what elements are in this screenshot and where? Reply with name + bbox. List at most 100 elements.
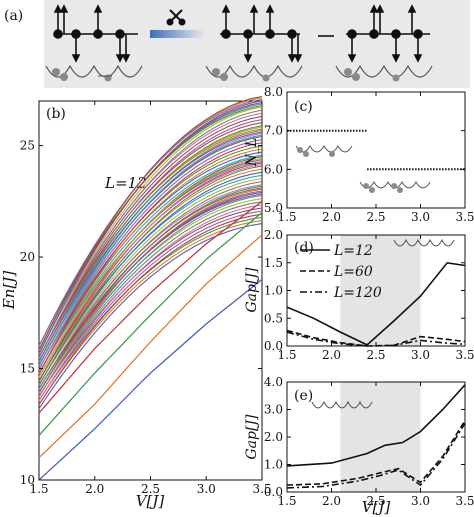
panel-b-chart: (b) L=12 En[J] V[J] 1.5 2.0 2.5 3.0 3.510152… — [0, 95, 272, 510]
x-tick-label: 3.5 — [252, 482, 271, 496]
energy-level-line — [38, 115, 263, 359]
x-tick-label: 2.0 — [85, 482, 104, 496]
panel-d-ylabel: Gap[J] — [244, 267, 260, 313]
x-tick-label: 2.5 — [366, 494, 385, 508]
x-tick-label: 3.5 — [455, 494, 474, 508]
y-tick-label: 25 — [20, 139, 35, 153]
panel-a: (a) — [4, 0, 470, 88]
panel-c-chart: (c) N_L 1.5 2.0 2.5 3.0 3.5 5.0 6.0 7.0 8.0 — [244, 85, 474, 224]
legend-label: L=12 — [333, 243, 373, 259]
energy-level-line — [38, 109, 263, 359]
x-tick-label: 3.0 — [411, 210, 430, 224]
gap-curve-l-12 — [286, 261, 466, 346]
legend-label: L=120 — [333, 285, 382, 301]
panel-d-chart: (d) Gap[J] L=12 L=60 L=120 1.5 2.0 2.5 3.0 3.5… — [244, 228, 474, 362]
x-tick-label: 1.5 — [277, 494, 296, 508]
energy-level-line — [38, 160, 263, 374]
energy-level-line — [38, 106, 263, 355]
energy-level-line — [38, 165, 263, 386]
x-tick-label: 2.5 — [141, 482, 160, 496]
energy-level-line — [38, 125, 263, 363]
lowest-energy-line — [38, 212, 263, 436]
y-tick-label: 0.5 — [264, 311, 283, 325]
panel-e-xlabel: V[J] — [362, 498, 391, 516]
energy-level-line — [38, 171, 263, 386]
y-tick-label: 0.0 — [264, 339, 283, 353]
panel-e-series — [286, 384, 466, 489]
energy-level-line — [38, 177, 263, 386]
y-tick-label: 1.0 — [264, 458, 283, 472]
gap-curve-l-120 — [286, 331, 466, 347]
panel-c-particles — [297, 147, 403, 193]
panel-a-label: (a) — [4, 8, 23, 24]
y-tick-label: 8.0 — [264, 85, 283, 99]
y-tick-label: 3.0 — [264, 403, 283, 417]
x-tick-label: 1.5 — [29, 482, 48, 496]
energy-level-line — [38, 154, 263, 374]
x-tick-label: 2.0 — [322, 494, 341, 508]
interaction-icon — [166, 9, 186, 26]
panel-b-series — [38, 95, 263, 481]
panel-e-label: (e) — [294, 388, 313, 404]
energy-level-line — [38, 223, 263, 410]
energy-level-line — [38, 190, 263, 394]
panel-e-chart: (e) Gap[J] V[J] 1.5 2.0 2.5 3.0 3.50.01.02.0… — [244, 375, 474, 516]
process-arrow — [150, 30, 205, 38]
panel-d-wells — [393, 238, 455, 247]
panel-a-background — [44, 0, 470, 88]
energy-level-line — [38, 118, 263, 363]
energy-level-line — [38, 122, 263, 358]
x-tick-label: 2.0 — [322, 210, 341, 224]
x-tick-label: 3.5 — [455, 348, 474, 362]
energy-level-line — [38, 98, 263, 347]
energy-level-line — [38, 145, 263, 370]
particles — [52, 68, 400, 82]
y-tick-label: 1.0 — [264, 284, 283, 298]
energy-level-line — [38, 213, 263, 406]
energy-level-line — [38, 194, 263, 397]
y-tick-label: 4.0 — [264, 375, 283, 389]
panel-c-series — [287, 129, 465, 171]
y-tick-label: 6.0 — [264, 162, 283, 176]
y-tick-label: 0.0 — [264, 485, 283, 499]
energy-level-line — [38, 131, 263, 362]
y-tick-label: 7.0 — [264, 124, 283, 138]
x-tick-label: 2.0 — [322, 348, 341, 362]
panel-c-ticks: 1.5 2.0 2.5 3.0 3.5 5.0 6.0 7.0 8.0 — [264, 85, 474, 224]
lowest-energy-line — [38, 200, 263, 414]
panel-b-xlabel: V[J] — [136, 492, 165, 510]
energy-level-line — [38, 142, 263, 375]
panel-d-legend: L=12 L=60 L=120 — [300, 243, 382, 301]
panel-d-ticks: 1.5 2.0 2.5 3.0 3.5 0.0 0.5 1.0 1.5 2.0 — [264, 228, 474, 362]
energy-level-line — [38, 112, 263, 354]
gap-curve-series-0 — [286, 384, 466, 467]
energy-level-line — [38, 101, 263, 351]
x-tick-label: 3.0 — [411, 348, 430, 362]
panel-e-ticks: 1.5 2.0 2.5 3.0 3.5 0.0 1.0 2.0 3.0 4.0 — [264, 375, 474, 508]
energy-level-line — [38, 134, 263, 367]
y-tick-label: 15 — [20, 362, 35, 376]
energy-level-line — [38, 193, 263, 389]
panel-c-label: (c) — [294, 99, 313, 115]
energy-level-line — [38, 139, 263, 370]
spin-chain-3 — [346, 4, 430, 63]
panel-b-ylabel: En[J] — [0, 271, 18, 310]
energy-level-line — [38, 187, 263, 390]
energy-level-line — [38, 201, 263, 397]
legend-label: L=60 — [333, 264, 373, 280]
spin-chain-2 — [220, 4, 303, 63]
panel-e-wells — [311, 400, 373, 409]
energy-level-line — [38, 157, 263, 378]
x-tick-label: 3.5 — [455, 210, 474, 224]
energy-level-line — [38, 168, 263, 382]
energy-level-line — [38, 204, 263, 401]
lowest-energy-line — [38, 234, 263, 459]
energy-level-line — [38, 207, 263, 397]
x-tick-label: 2.5 — [366, 348, 385, 362]
y-tick-label: 5.0 — [264, 201, 283, 215]
panel-c-frame — [286, 91, 466, 209]
y-tick-label: 20 — [20, 250, 35, 264]
panel-d-shaded-region — [340, 235, 421, 346]
energy-level-line — [38, 181, 263, 390]
